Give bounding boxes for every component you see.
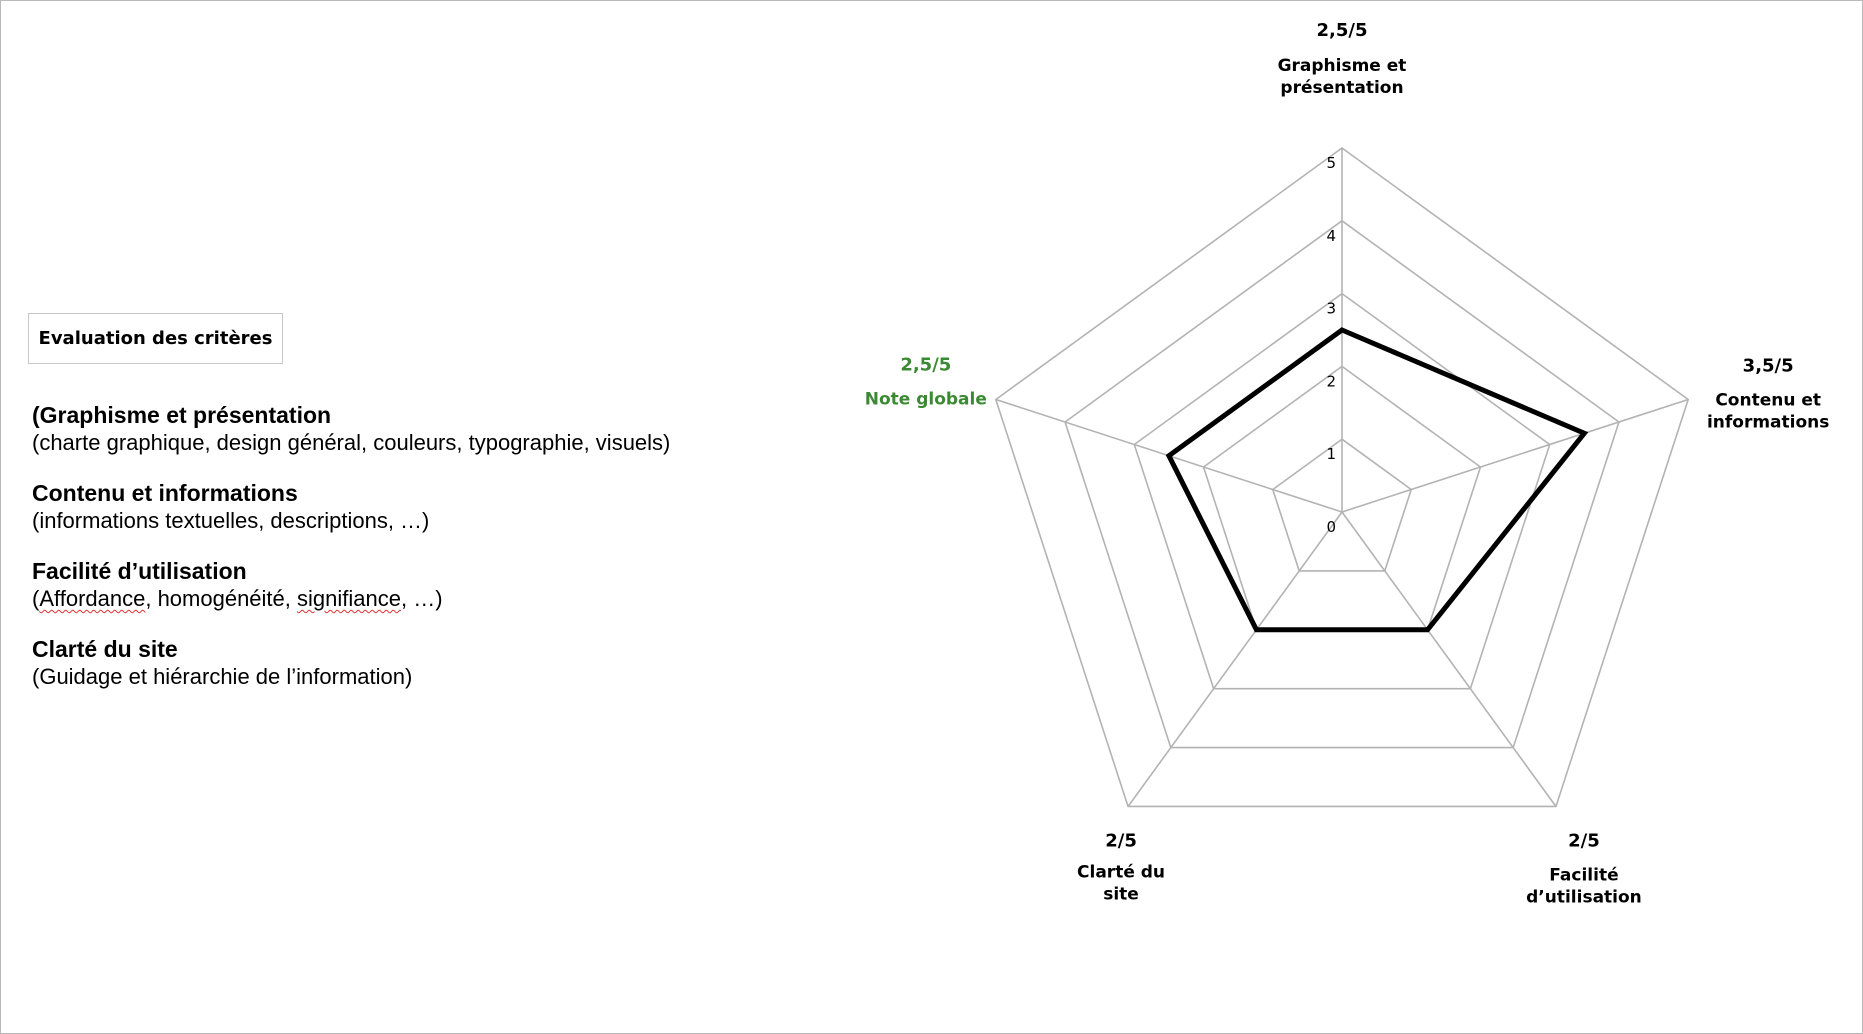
radar-axis-label: Facilité xyxy=(1549,865,1618,885)
criterion-title: (Graphisme et présentation xyxy=(32,402,332,428)
radar-axis-score: 2,5/5 xyxy=(900,355,951,376)
radar-axis-label: Contenu et xyxy=(1715,391,1821,411)
criterion-title: Clarté du site xyxy=(32,636,178,662)
criterion-item: Facilité d’utilisation (Affordance, homog… xyxy=(32,558,812,612)
criterion-title: Contenu et informations xyxy=(32,480,298,506)
radar-series-line xyxy=(1165,327,1589,633)
radar-axis-label: d’utilisation xyxy=(1526,887,1642,907)
radar-axis-label: présentation xyxy=(1280,78,1403,98)
criterion-description: (Guidage et hiérarchie de l’information) xyxy=(32,663,812,690)
radar-spoke xyxy=(1127,511,1343,807)
spellcheck-flagged-word: signifiance xyxy=(297,586,401,611)
criterion-item: Clarté du site (Guidage et hiérarchie de … xyxy=(32,636,812,690)
description-text: , homogénéité, xyxy=(145,586,298,611)
description-text: (Guidage et hiérarchie de l’information) xyxy=(32,664,413,689)
criterion-item: (Graphisme et présentation (charte graphi… xyxy=(32,402,812,456)
criterion-description: (Affordance, homogénéité, signifiance, …… xyxy=(32,585,812,612)
radar-tick-label: 0 xyxy=(1326,518,1336,536)
radar-grid-ring xyxy=(1271,438,1413,572)
criteria-legend-title: Evaluation des critères xyxy=(38,328,273,349)
radar-axis-label: site xyxy=(1103,884,1139,904)
radar-axis-score: 2,5/5 xyxy=(1317,20,1368,41)
radar-axis-label: Clarté du xyxy=(1077,862,1165,882)
description-text: (informations textuelles, descriptions, … xyxy=(32,508,430,533)
criteria-list: (Graphisme et présentation (charte graphi… xyxy=(32,402,812,714)
radar-tick-label: 1 xyxy=(1326,445,1336,463)
description-text: , …) xyxy=(400,586,443,611)
radar-axis-label: Graphisme et xyxy=(1278,56,1407,76)
description-text: ( xyxy=(32,586,40,611)
radar-spoke xyxy=(1341,398,1689,513)
radar-axis-label: Note globale xyxy=(865,390,987,410)
radar-tick-label: 5 xyxy=(1326,154,1336,172)
criterion-description: (charte graphique, design général, coule… xyxy=(32,429,812,456)
spellcheck-flagged-word: Affordance xyxy=(39,586,146,611)
radar-tick-label: 4 xyxy=(1326,227,1336,245)
criteria-legend-box: Evaluation des critères xyxy=(28,313,283,364)
criterion-title: Facilité d’utilisation xyxy=(32,558,247,584)
radar-spoke xyxy=(1341,511,1557,807)
description-text: (charte graphique, design général, coule… xyxy=(32,430,671,455)
radar-tick-label: 2 xyxy=(1326,372,1336,390)
radar-axis-score: 3,5/5 xyxy=(1743,356,1794,377)
radar-tick-label: 3 xyxy=(1326,300,1336,318)
radar-grid-ring xyxy=(1064,219,1620,749)
radar-axis-score: 2/5 xyxy=(1568,830,1600,851)
criterion-description: (informations textuelles, descriptions, … xyxy=(32,507,812,534)
radar-axis-score: 2/5 xyxy=(1105,830,1137,851)
radar-grid-ring xyxy=(1133,292,1551,690)
radar-grid-ring xyxy=(994,147,1690,808)
criterion-item: Contenu et informations (informations tex… xyxy=(32,480,812,534)
radar-axis-label: informations xyxy=(1707,413,1829,433)
